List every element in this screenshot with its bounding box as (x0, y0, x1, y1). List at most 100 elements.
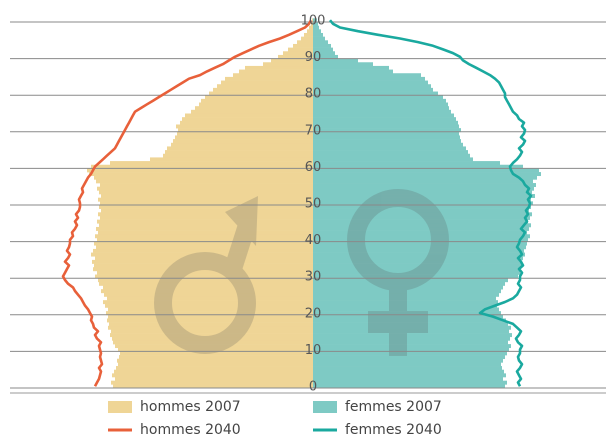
bar (94, 241, 313, 246)
bar (113, 384, 313, 389)
bar (99, 281, 313, 286)
bar (313, 208, 529, 213)
bar (313, 245, 526, 250)
bar (313, 267, 519, 272)
bar (110, 161, 313, 166)
bar (313, 29, 321, 34)
y-tick-label: 100 (301, 14, 326, 29)
bar (313, 139, 461, 144)
legend-label: hommes 2007 (140, 399, 241, 415)
bar (99, 190, 313, 195)
bar (304, 32, 313, 37)
y-tick-label: 20 (305, 306, 322, 321)
bar (313, 124, 459, 129)
bar (103, 300, 313, 305)
bar (313, 355, 505, 360)
bar (103, 285, 313, 290)
bar (313, 292, 499, 297)
bar (313, 300, 498, 305)
bar (313, 377, 503, 381)
bar (233, 73, 313, 78)
y-tick-label: 70 (305, 123, 322, 138)
bar (108, 325, 313, 330)
bar (96, 226, 313, 231)
bar (217, 84, 313, 89)
bar (313, 274, 518, 279)
bar (120, 351, 313, 356)
bar (93, 248, 313, 253)
bar (110, 333, 313, 338)
bar (313, 135, 460, 140)
bar (313, 18, 317, 23)
bar (105, 303, 313, 308)
bar (108, 307, 313, 312)
bar (313, 157, 473, 162)
bar (91, 164, 313, 169)
bar (313, 384, 505, 389)
bar (313, 76, 425, 81)
bar (313, 373, 506, 378)
bar (100, 183, 313, 187)
legend-label: hommes 2040 (140, 422, 241, 434)
bar (313, 54, 338, 59)
bar (313, 51, 335, 56)
bar (313, 84, 431, 89)
bar (115, 344, 313, 349)
bar (313, 172, 541, 177)
y-tick-label: 90 (305, 50, 322, 65)
bar (117, 358, 313, 363)
bar (313, 43, 331, 48)
bar (115, 377, 313, 381)
bar (313, 340, 508, 345)
legend-label: femmes 2007 (345, 399, 442, 415)
bar (98, 197, 313, 202)
bar (201, 98, 313, 103)
bar (313, 230, 527, 235)
bar (313, 278, 508, 283)
bar (313, 36, 325, 41)
bar (313, 237, 528, 242)
bar (113, 340, 313, 345)
bar (106, 311, 313, 316)
bar (213, 87, 313, 92)
bar (313, 197, 531, 202)
bar (101, 289, 313, 294)
bar (107, 318, 313, 323)
bar (313, 347, 509, 352)
bar (313, 314, 503, 319)
bar (313, 289, 501, 294)
bar (313, 362, 501, 367)
bar (313, 69, 393, 74)
bar (225, 76, 313, 81)
bar (313, 80, 428, 85)
lines (61, 19, 533, 387)
bar (307, 29, 313, 34)
bar (313, 58, 358, 63)
legend-label: femmes 2040 (345, 422, 442, 434)
bar (176, 124, 313, 129)
bar (313, 212, 532, 217)
bar (288, 47, 313, 52)
bar (98, 278, 313, 283)
bar (313, 113, 454, 118)
bar (313, 190, 532, 195)
bar (97, 237, 313, 242)
bar (313, 109, 451, 114)
bar (313, 87, 433, 92)
bar (221, 80, 313, 85)
bar (313, 318, 506, 323)
bar (313, 175, 537, 180)
female-symbol (347, 189, 449, 356)
bar (195, 106, 313, 111)
grid (10, 21, 606, 389)
bar (313, 344, 511, 349)
bar (313, 303, 497, 308)
bar (313, 117, 456, 122)
bar (114, 369, 313, 374)
bar (313, 241, 527, 246)
bar (313, 296, 496, 301)
legend: hommes 2007 femmes 2007 hommes 2040 femmes … (108, 399, 442, 434)
bar (111, 380, 313, 385)
bar (118, 362, 313, 367)
